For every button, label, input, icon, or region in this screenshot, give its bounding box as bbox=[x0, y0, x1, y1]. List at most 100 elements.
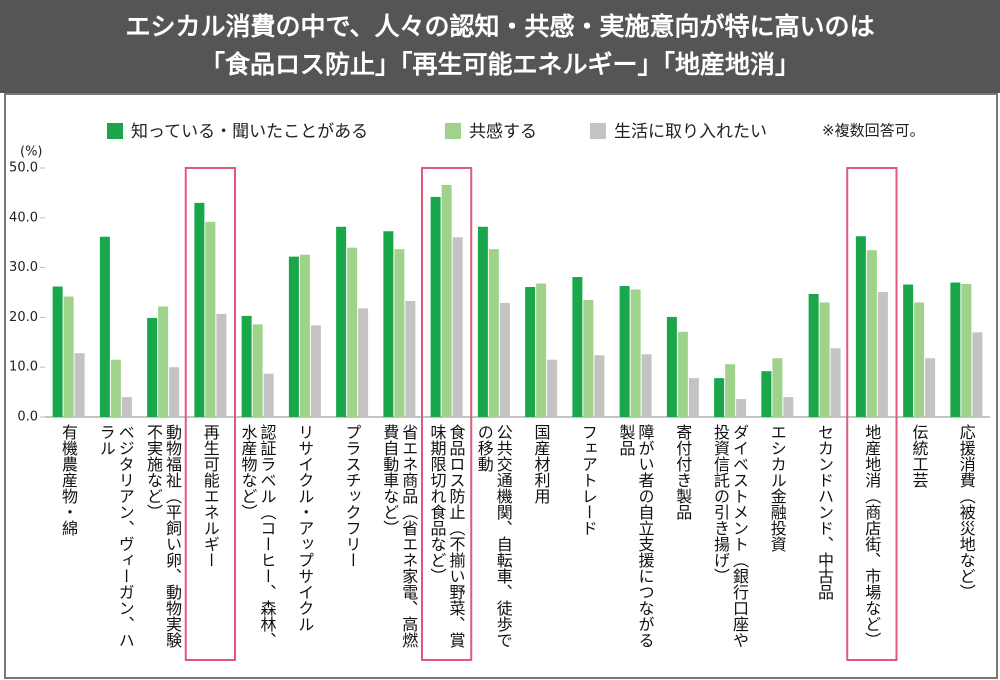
y-tick-label: 30.0 bbox=[9, 260, 38, 275]
x-tick-label: 認証ラベル（コーヒー、森林、水産物など） bbox=[238, 424, 277, 648]
x-tick-label: ベジタリアン、ヴィーガン、ハラル bbox=[96, 424, 135, 648]
x-tick-label: 応援消費（被災地など） bbox=[956, 424, 976, 600]
x-tick-label: 地産地消（商店街、市場など） bbox=[862, 424, 882, 648]
y-tick-label: 40.0 bbox=[9, 210, 38, 225]
x-tick-label: 再生可能エネルギー bbox=[200, 424, 220, 568]
bar bbox=[288, 256, 299, 417]
x-tick-label: 動物福祉（平飼い卵、動物実験不実施など） bbox=[144, 424, 182, 648]
y-tick-label: 10.0 bbox=[9, 360, 38, 375]
bar bbox=[52, 286, 63, 417]
x-tick-group: 国産材利用 bbox=[518, 424, 565, 664]
bar bbox=[688, 378, 699, 417]
highlight-group bbox=[184, 167, 898, 661]
x-tick-label: セカンドハンド、中古品 bbox=[815, 424, 834, 600]
bar bbox=[110, 359, 121, 417]
bar bbox=[121, 397, 132, 417]
highlight-box bbox=[184, 167, 236, 661]
bar bbox=[630, 289, 641, 417]
title-line: 「食品ロス防止」「再生可能エネルギー」「地産地消」 bbox=[199, 50, 800, 79]
bar bbox=[877, 292, 888, 417]
bar bbox=[452, 237, 463, 417]
bar bbox=[336, 226, 347, 417]
x-tick-label: 有機農産物・綿 bbox=[59, 424, 78, 536]
bar bbox=[299, 254, 310, 417]
x-tick-group: プラスチックフリー bbox=[329, 424, 376, 664]
bar bbox=[736, 399, 747, 417]
bar bbox=[950, 282, 961, 417]
bar bbox=[147, 317, 158, 417]
bar bbox=[169, 367, 180, 417]
bar bbox=[158, 306, 169, 417]
bar bbox=[216, 313, 227, 417]
x-tick-group: エシカル金融投資 bbox=[754, 424, 801, 664]
x-tick-label: 食品ロス防止（不揃い野菜、賞味期限切れ食品など） bbox=[427, 424, 466, 648]
x-tick-label: 省エネ商品（省エネ家電、高燃費自動車など） bbox=[380, 424, 419, 648]
legend-swatch bbox=[590, 123, 606, 139]
bar bbox=[972, 332, 983, 417]
bar bbox=[525, 287, 536, 417]
x-tick-label: ダイベストメント（銀行口座や投資信託の引き揚げ） bbox=[711, 424, 749, 648]
highlight-box bbox=[421, 167, 473, 661]
note: ※複数回答可。 bbox=[822, 122, 925, 140]
bar bbox=[394, 249, 405, 417]
x-tick-label: リサイクル・アップサイクル bbox=[295, 424, 315, 632]
x-tick-label: 伝統工芸 bbox=[909, 424, 929, 488]
x-tick-group: フェアトレード bbox=[565, 424, 612, 664]
bar bbox=[205, 221, 216, 417]
bar bbox=[536, 283, 547, 417]
bar bbox=[63, 296, 74, 417]
bar bbox=[855, 236, 866, 417]
bar bbox=[194, 202, 205, 417]
x-tick-group: ベジタリアン、ヴィーガン、ハラル bbox=[92, 424, 139, 664]
x-tick-group: ダイベストメント（銀行口座や投資信託の引き揚げ） bbox=[707, 424, 754, 664]
bar bbox=[477, 226, 488, 417]
bar bbox=[430, 196, 441, 417]
legend-label: 共感する bbox=[469, 122, 537, 142]
x-tick-group: 地産地消（商店街、市場など） bbox=[848, 424, 895, 664]
bar bbox=[347, 247, 358, 417]
bar bbox=[74, 353, 85, 417]
x-tick-label: 公共交通機関、自転車、徒歩での移動 bbox=[474, 424, 513, 648]
bar bbox=[252, 324, 263, 417]
x-tick-label: 国産材利用 bbox=[531, 424, 551, 504]
bar bbox=[594, 355, 605, 417]
x-tick-label: 寄付付き製品 bbox=[673, 424, 693, 520]
header: エシカル消費の中で、人々の認知・共感・実施意向が特に高いのは 「食品ロス防止」「… bbox=[0, 0, 1000, 93]
bar bbox=[677, 331, 688, 417]
x-tick-group: 寄付付き製品 bbox=[659, 424, 706, 664]
x-tick-group: リサイクル・アップサイクル bbox=[281, 424, 328, 664]
title-line: エシカル消費の中で、人々の認知・共感・実施意向が特に高いのは bbox=[125, 12, 875, 41]
bar bbox=[925, 358, 936, 417]
bar bbox=[488, 249, 499, 417]
bar bbox=[641, 354, 652, 417]
x-tick-label: プラスチックフリー bbox=[342, 424, 362, 568]
bar bbox=[830, 348, 841, 417]
chart-frame bbox=[4, 93, 998, 679]
bar bbox=[808, 293, 819, 417]
bar bbox=[241, 315, 252, 417]
bar bbox=[961, 284, 972, 417]
x-tick-group: 認証ラベル（コーヒー、森林、水産物など） bbox=[234, 424, 281, 664]
legend-label: 生活に取り入れたい bbox=[614, 122, 767, 142]
bar bbox=[405, 300, 416, 417]
highlight-box bbox=[846, 167, 898, 661]
x-tick-group: 伝統工芸 bbox=[896, 424, 943, 664]
bar bbox=[714, 378, 725, 417]
y-tick-label: 20.0 bbox=[9, 310, 38, 325]
bar bbox=[99, 236, 110, 417]
x-tick-label: エシカル金融投資 bbox=[767, 424, 787, 552]
bar bbox=[866, 250, 877, 417]
x-tick-group: 省エネ商品（省エネ家電、高燃費自動車など） bbox=[376, 424, 423, 664]
bar bbox=[783, 397, 794, 417]
legend-swatch bbox=[107, 123, 123, 139]
legend-swatch bbox=[445, 123, 461, 139]
bar bbox=[441, 184, 452, 417]
x-tick-group: 動物福祉（平飼い卵、動物実験不実施など） bbox=[140, 424, 187, 664]
x-tick-group: 有機農産物・綿 bbox=[45, 424, 92, 664]
bar bbox=[547, 359, 558, 417]
x-tick-group: 公共交通機関、自転車、徒歩での移動 bbox=[470, 424, 517, 664]
bar bbox=[914, 302, 925, 417]
bar bbox=[819, 302, 830, 417]
x-tick-group: 再生可能エネルギー bbox=[187, 424, 234, 664]
